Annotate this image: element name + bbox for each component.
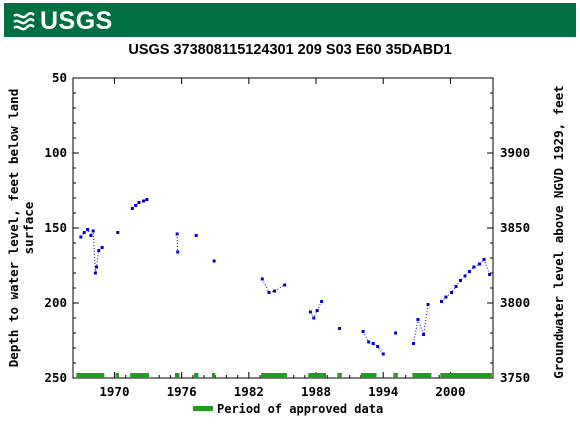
data-point	[320, 300, 324, 303]
y-tick-label-right: 3800	[500, 295, 530, 310]
series-line	[441, 258, 491, 302]
y-axis-label-right: Groundwater level above NGVD 1929, feet	[551, 85, 566, 379]
data-point	[145, 198, 149, 201]
data-point	[116, 231, 120, 234]
data-point	[361, 330, 365, 333]
chart-title: USGS 373808115124301 209 S03 E60 35DABD1	[128, 42, 452, 58]
data-point	[175, 232, 179, 236]
approved-period-bar	[115, 373, 119, 378]
approved-period-bar	[130, 373, 150, 378]
x-tick-label: 1976	[167, 384, 197, 399]
data-point	[260, 277, 264, 281]
x-tick-label: 2000	[435, 384, 465, 399]
approved-period-bar	[308, 373, 327, 378]
data-point	[459, 279, 463, 282]
approved-period-bar	[440, 373, 492, 378]
y-tick-label-left: 100	[44, 145, 67, 160]
data-point	[422, 333, 426, 336]
approved-period-bar	[76, 373, 105, 378]
x-tick-label: 1994	[368, 384, 398, 399]
data-point	[176, 250, 180, 254]
data-point	[97, 249, 101, 252]
y-tick-label-right: 3750	[500, 370, 530, 385]
data-point	[267, 291, 271, 294]
data-point	[273, 289, 277, 293]
data-point	[130, 207, 134, 210]
y-tick-label-left: 200	[44, 295, 67, 310]
data-point	[439, 300, 443, 303]
data-point	[338, 327, 342, 330]
data-point	[454, 285, 458, 288]
x-tick-label: 1970	[99, 384, 129, 399]
data-point	[134, 204, 138, 207]
data-point	[376, 345, 380, 348]
data-point	[394, 331, 398, 335]
y-tick-label-left: 50	[52, 70, 67, 85]
y-tick-label-right: 3900	[500, 145, 530, 160]
series-line	[80, 228, 103, 274]
data-point	[478, 262, 482, 266]
usgs-wave-icon	[12, 9, 36, 33]
data-point	[82, 231, 86, 234]
y-tick-label-right: 3850	[500, 220, 530, 235]
approved-period-bar	[412, 373, 432, 378]
data-point	[95, 265, 99, 269]
data-point	[91, 229, 95, 233]
data-point	[212, 259, 216, 263]
approved-period-bar	[393, 373, 398, 378]
usgs-banner: USGS	[4, 3, 576, 37]
series-line	[413, 304, 429, 344]
usgs-logo-text: USGS	[40, 6, 113, 35]
approved-period-bar	[337, 373, 342, 378]
data-point	[488, 273, 492, 276]
y-axis-label-left-line2: surface	[21, 201, 36, 254]
y-axis-label-left: Depth to water level, feet below landsur…	[6, 89, 36, 367]
y-axis-label-left-line1: Depth to water level, feet below land	[6, 89, 21, 367]
series-line	[176, 233, 179, 253]
approved-period-bar	[174, 373, 180, 378]
data-point	[482, 258, 486, 261]
data-point	[444, 295, 448, 299]
data-point	[315, 309, 319, 312]
approved-period-bar	[211, 373, 216, 378]
data-point	[367, 340, 371, 344]
data-point	[463, 274, 467, 278]
x-tick-label: 1982	[234, 384, 264, 399]
approved-period-bar	[261, 373, 287, 378]
legend: Period of approved data	[193, 402, 383, 416]
legend-swatch	[193, 406, 213, 411]
data-point	[467, 270, 471, 273]
plot-frame	[72, 77, 494, 379]
data-point	[308, 310, 312, 314]
data-point	[283, 283, 287, 287]
data-point	[142, 199, 146, 203]
data-point	[194, 234, 198, 237]
data-point	[371, 342, 375, 345]
data-point	[450, 291, 454, 294]
data-point	[137, 201, 141, 204]
data-point	[411, 342, 415, 345]
data-point	[472, 265, 476, 269]
data-point	[86, 228, 90, 231]
data-point	[79, 235, 83, 239]
usgs-logo[interactable]: USGS	[12, 6, 113, 36]
series-line	[309, 301, 323, 320]
data-point	[100, 246, 104, 249]
x-tick-label: 1988	[301, 384, 331, 399]
y-tick-label-left: 150	[44, 220, 67, 235]
data-point	[426, 303, 430, 306]
y-tick-label-left: 250	[44, 370, 67, 385]
data-point	[89, 234, 93, 237]
approved-period-bar	[360, 373, 377, 378]
data-point	[93, 271, 97, 275]
data-point	[312, 316, 316, 320]
data-point	[416, 318, 420, 321]
data-point	[381, 352, 385, 356]
approved-period-bar	[193, 373, 199, 378]
legend-label: Period of approved data	[217, 402, 383, 416]
